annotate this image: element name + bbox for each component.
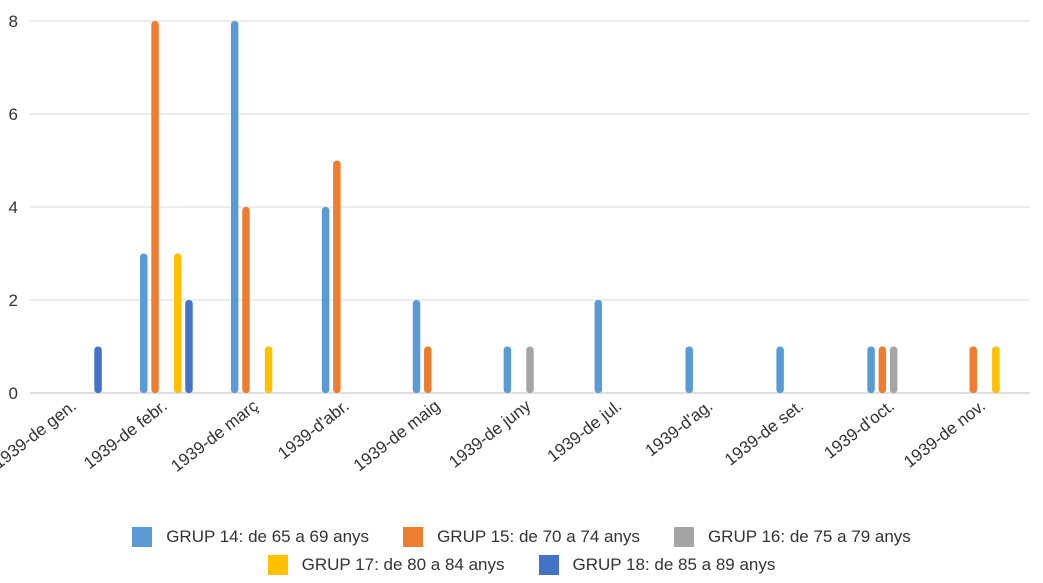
x-tick-label: 1939-d'abr. <box>274 396 352 463</box>
bar <box>503 346 512 393</box>
bar <box>594 300 603 393</box>
bar <box>173 253 182 393</box>
legend-swatch-grup-15 <box>403 527 424 547</box>
bar <box>992 346 1000 393</box>
bar <box>412 300 421 393</box>
y-tick-label: 0 <box>9 384 18 403</box>
legend-label-grup-18: GRUP 18: de 85 a 89 anys <box>572 555 776 574</box>
x-tick-label: 1939-de febr. <box>80 396 171 473</box>
bar <box>333 160 341 393</box>
bar <box>878 346 887 393</box>
x-tick-label: 1939-de març <box>167 396 262 476</box>
legend-swatch-grup-17 <box>267 555 288 575</box>
bar <box>685 346 693 393</box>
x-tick-label: 1939-de set. <box>721 396 807 469</box>
bar <box>94 346 102 393</box>
y-tick-label: 6 <box>9 105 18 124</box>
bar <box>151 21 159 393</box>
legend-item-grup-18: GRUP 18: de 85 a 89 anys <box>538 555 776 575</box>
bar <box>526 346 534 393</box>
legend-item-grup-15: GRUP 15: de 70 a 74 anys <box>403 527 640 547</box>
legend-label-grup-17: GRUP 17: de 80 a 84 anys <box>301 555 505 574</box>
bar <box>242 207 250 393</box>
legend-swatch-grup-14 <box>132 527 153 547</box>
bar <box>867 346 875 393</box>
bar <box>424 346 432 393</box>
x-tick-label: 1939-de nov. <box>900 396 989 471</box>
legend-row-2: GRUP 17: de 80 a 84 anys GRUP 18: de 85 … <box>0 555 1043 575</box>
legend-item-grup-17: GRUP 17: de 80 a 84 anys <box>267 555 505 575</box>
legend-item-grup-16: GRUP 16: de 75 a 79 anys <box>673 527 911 547</box>
legend-label-grup-14: GRUP 14: de 65 a 69 anys <box>166 527 370 546</box>
y-tick-label: 4 <box>9 198 18 217</box>
x-tick-label: 1939-d'oct. <box>821 396 899 462</box>
legend-swatch-grup-18 <box>538 555 559 575</box>
bar <box>969 346 977 393</box>
y-tick-label: 2 <box>9 291 18 310</box>
legend-label-grup-16: GRUP 16: de 75 a 79 anys <box>707 527 911 546</box>
bar <box>264 346 273 393</box>
legend-label-grup-15: GRUP 15: de 70 a 74 anys <box>437 527 640 546</box>
legend-row-1: GRUP 14: de 65 a 69 anys GRUP 15: de 70 … <box>0 527 1043 547</box>
y-tick-label: 8 <box>9 12 18 31</box>
x-tick-label: 1939-de maig <box>350 396 444 475</box>
x-tick-label: 1939-de gen. <box>0 396 80 473</box>
x-tick-label: 1939-de jul. <box>544 396 626 466</box>
bar <box>230 21 239 393</box>
x-tick-label: 1939-d'ag. <box>642 396 717 460</box>
bar <box>140 253 148 393</box>
bar <box>889 346 898 393</box>
x-tick-label: 1939-de juny <box>445 396 535 472</box>
bar <box>321 207 330 393</box>
bar <box>185 300 193 393</box>
legend-swatch-grup-16 <box>673 527 694 547</box>
legend-item-grup-14: GRUP 14: de 65 a 69 anys <box>132 527 369 547</box>
bar <box>776 346 784 393</box>
